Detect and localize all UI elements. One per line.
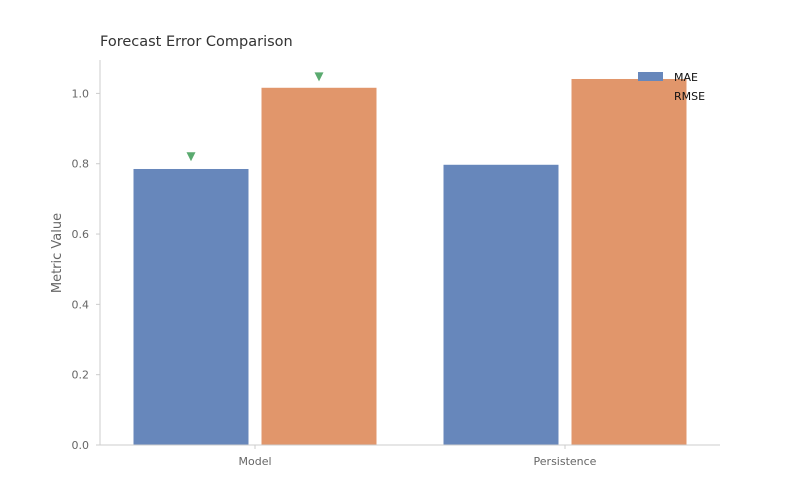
bar-mae-persistence xyxy=(443,164,559,446)
y-tick-label: 0.6 xyxy=(72,228,90,241)
bar-mae-model xyxy=(133,168,249,446)
x-tick-label: Persistence xyxy=(534,455,597,468)
y-tick-label: 0.4 xyxy=(72,298,90,311)
x-tick-label: Model xyxy=(238,455,271,468)
marker-mae-model xyxy=(186,152,196,162)
bar-rmse-model xyxy=(261,87,377,446)
bar-rmse-persistence xyxy=(571,78,687,445)
y-tick-label: 0.0 xyxy=(72,439,90,452)
legend-label-mae: MAE xyxy=(674,71,698,84)
axes: 0.0 0.2 0.4 0.6 0.8 1.0 Model Persistence xyxy=(72,60,720,468)
legend-label-rmse: RMSE xyxy=(674,90,705,103)
y-tick-label: 0.8 xyxy=(72,158,90,171)
y-tick-label: 1.0 xyxy=(72,87,90,100)
y-tick-label: 0.2 xyxy=(72,369,90,382)
plot-area xyxy=(133,72,687,446)
marker-rmse-model xyxy=(314,72,324,82)
chart-title: Forecast Error Comparison xyxy=(100,34,293,50)
legend-swatch-mae xyxy=(638,72,663,81)
legend: MAE RMSE xyxy=(638,71,705,103)
y-axis-label: Metric Value xyxy=(50,213,65,293)
legend-swatch-rmse xyxy=(638,91,663,100)
